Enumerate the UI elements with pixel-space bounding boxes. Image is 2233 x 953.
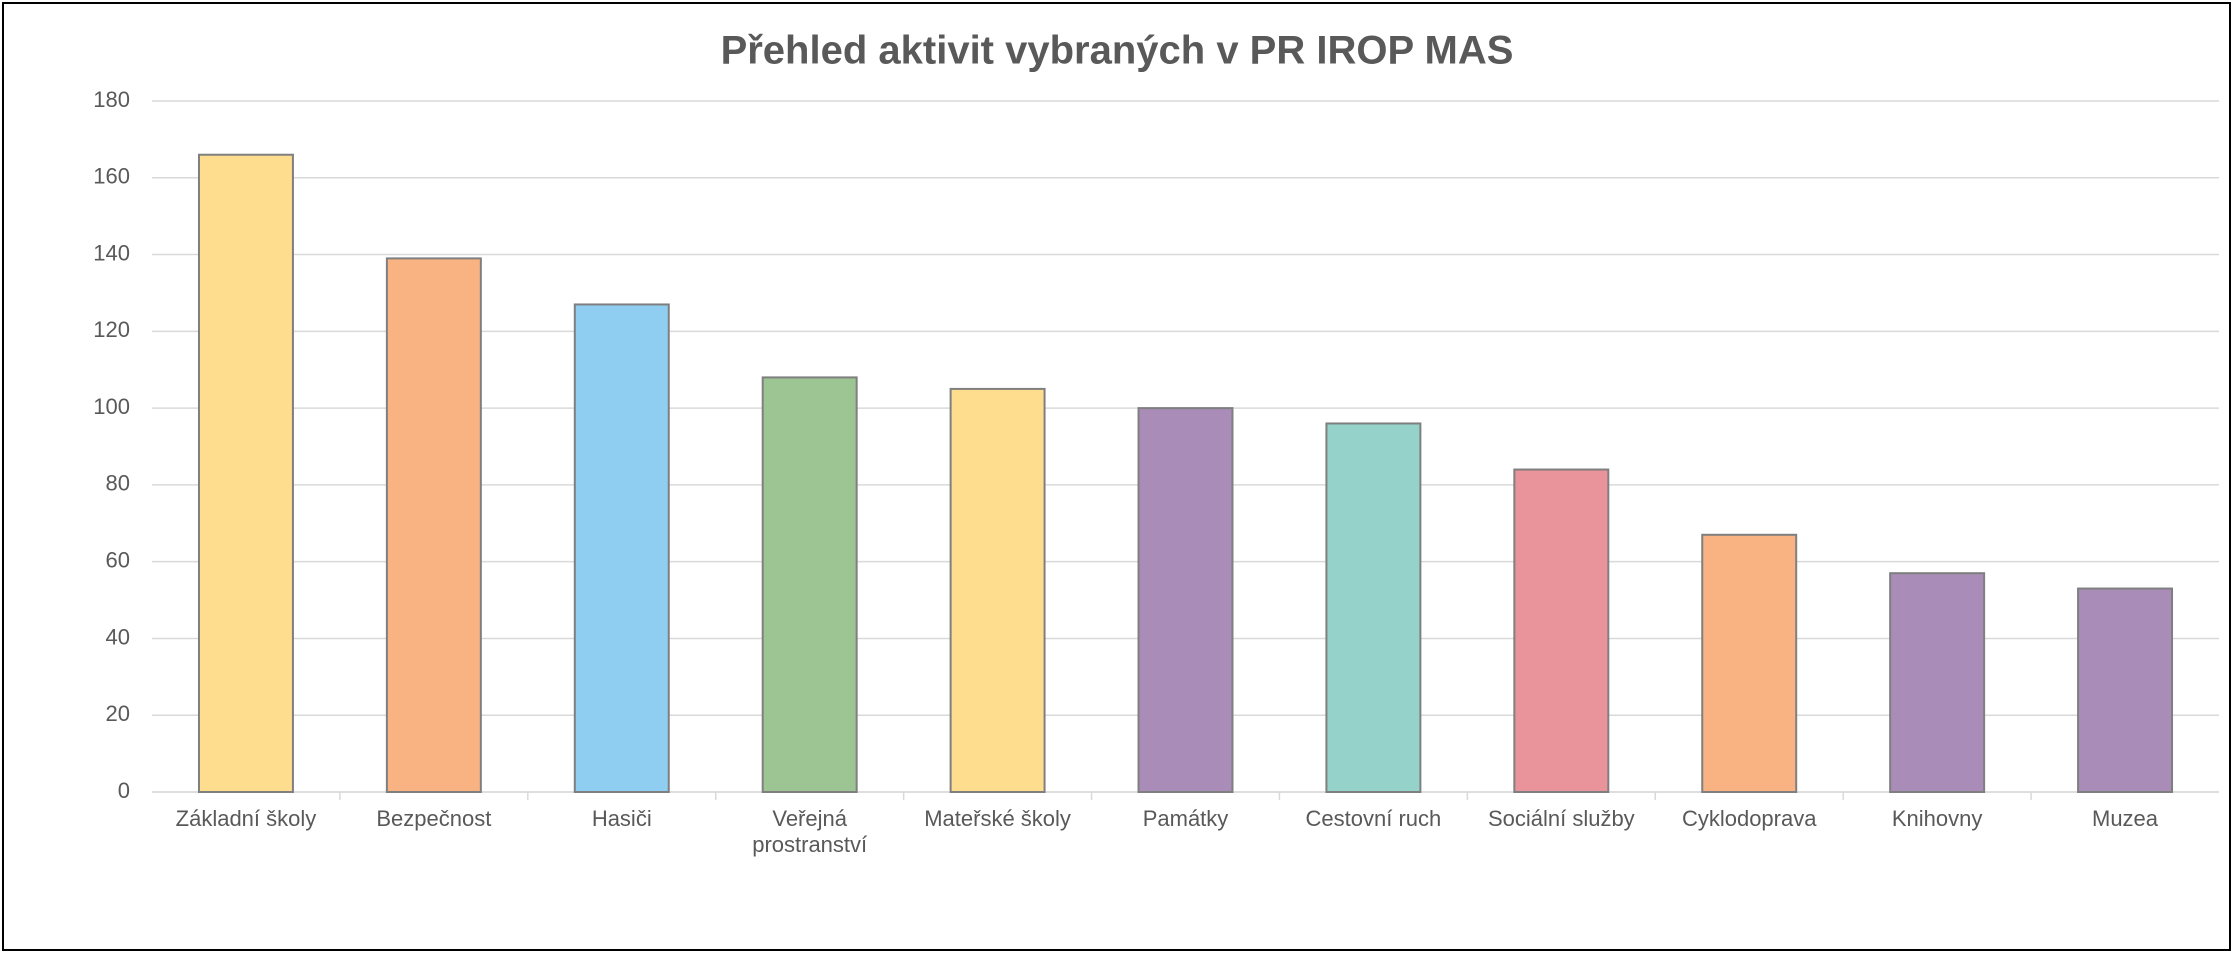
- bar: [197, 153, 294, 793]
- x-tick-label: Muzea: [2092, 806, 2159, 831]
- chart-title: Přehled aktivit vybraných v PR IROP MAS: [721, 29, 1514, 73]
- y-tick-label: 40: [106, 624, 130, 649]
- bar: [1701, 533, 1798, 793]
- x-tick-label: Památky: [1142, 806, 1229, 831]
- y-tick-label: 180: [93, 87, 130, 112]
- y-tick-label: 80: [106, 471, 130, 496]
- bar: [1889, 572, 1986, 794]
- y-tick-label: 20: [106, 701, 130, 726]
- bar: [385, 257, 482, 793]
- x-tick-label: Mateřské školy: [924, 806, 1071, 831]
- x-tick-label: Veřejná prostranství: [752, 806, 868, 857]
- x-tick-label: Cyklodoprava: [1681, 806, 1817, 831]
- y-tick-label: 0: [118, 778, 130, 803]
- bar: [1325, 422, 1422, 793]
- bar: [761, 376, 858, 793]
- y-tick-label: 120: [93, 317, 130, 342]
- x-tick-label: Cestovní ruch: [1305, 806, 1442, 831]
- x-tick-label: Knihovny: [1891, 806, 1983, 831]
- bar: [949, 387, 1046, 793]
- x-tick-label: Sociální služby: [1487, 806, 1635, 831]
- x-tick-label: Základní školy: [175, 806, 317, 831]
- bar: [573, 303, 670, 793]
- y-tick-label: 60: [106, 547, 130, 572]
- bar: [2077, 587, 2174, 793]
- bar: [1513, 468, 1610, 793]
- y-tick-label: 100: [93, 394, 130, 419]
- y-tick-label: 160: [93, 164, 130, 189]
- bar: [1137, 407, 1234, 793]
- y-tick-label: 140: [93, 240, 130, 265]
- x-tick-label: Bezpečnost: [376, 806, 492, 831]
- x-tick-label: Hasiči: [591, 806, 652, 831]
